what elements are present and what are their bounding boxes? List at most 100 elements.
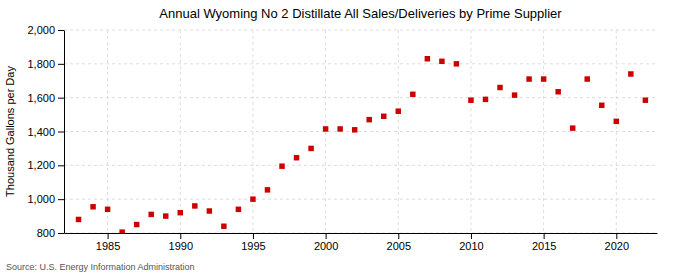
y-axis-tick-label: 1,600: [27, 92, 55, 104]
grid-line-y: [64, 30, 657, 31]
point: [599, 103, 604, 108]
point: [512, 92, 517, 97]
title: Annual Wyoming No 2 Distillate All Sales…: [159, 6, 562, 21]
y-axis-tick-label: 1,200: [27, 159, 55, 171]
x-axis-tick: 2010: [459, 233, 483, 252]
grid-line-y: [64, 199, 657, 200]
x-axis: 19851990199520002005201020152020: [65, 233, 658, 252]
y-axis-tick-mark: [58, 165, 64, 166]
x-axis-tick: 2020: [605, 233, 629, 252]
plot-area: 198519901995200020052010201520208001,000…: [27, 24, 657, 252]
point: [366, 117, 371, 122]
point: [90, 204, 95, 209]
point: [439, 59, 444, 64]
y-axis-tick-mark: [58, 132, 64, 133]
grid-line-x: [252, 30, 253, 233]
source-note: Source: U.S. Energy Information Administ…: [6, 262, 195, 272]
point: [410, 92, 415, 97]
x-axis-tick-label: 1990: [169, 240, 193, 252]
point: [178, 210, 183, 215]
y-axis-tick: 800: [37, 227, 64, 239]
chart-svg: 198519901995200020052010201520208001,000…: [0, 0, 675, 275]
y-axis-tick: 1,000: [27, 193, 64, 205]
grid-line-x: [470, 30, 471, 233]
point: [468, 97, 473, 102]
grid-line-x: [543, 30, 544, 233]
x-axis-tick-mark: [398, 233, 399, 239]
point: [265, 187, 270, 192]
point: [628, 71, 633, 76]
x-axis-tick-mark: [253, 233, 254, 239]
point: [105, 207, 110, 212]
y-axis-tick-mark: [58, 233, 64, 234]
point: [134, 222, 139, 227]
x-axis-tick-mark: [326, 233, 327, 239]
x-axis-tick: 1985: [96, 233, 120, 252]
y-axis-tick: 1,200: [27, 159, 64, 171]
grid: [64, 30, 657, 233]
y-axis-tick-mark: [58, 199, 64, 200]
x-axis-tick: 1990: [169, 233, 193, 252]
point: [570, 125, 575, 130]
point: [497, 85, 502, 90]
y-axis-tick-label: 1,000: [27, 193, 55, 205]
y-axis-title: Thousand Gallons per Day: [4, 66, 16, 197]
point: [643, 97, 648, 102]
point: [454, 61, 459, 66]
point: [163, 213, 168, 218]
point: [381, 114, 386, 119]
grid-line-x: [107, 30, 108, 233]
point: [221, 223, 226, 228]
x-axis-tick-label: 2015: [532, 240, 556, 252]
point: [250, 196, 255, 201]
x-axis-tick: 2000: [314, 233, 338, 252]
point: [396, 108, 401, 113]
point: [308, 146, 313, 151]
chart-container: 198519901995200020052010201520208001,000…: [0, 0, 675, 275]
y-axis-tick-label: 2,000: [27, 24, 55, 36]
x-axis-domain: [65, 233, 658, 234]
grid-line-y: [64, 63, 657, 64]
point: [584, 76, 589, 81]
x-axis-tick-mark: [471, 233, 472, 239]
y-axis-tick-label: 800: [37, 227, 55, 239]
y-axis-tick: 2,000: [27, 24, 64, 36]
points: [76, 56, 648, 233]
x-axis-tick-label: 2000: [314, 240, 338, 252]
grid-line-x: [398, 30, 399, 233]
point: [337, 126, 342, 131]
point: [76, 217, 81, 222]
y-axis: 800 1,000 1,200 1,400 1,600 1,800 2,000: [27, 24, 64, 239]
point: [526, 76, 531, 81]
point: [119, 229, 124, 233]
point: [236, 207, 241, 212]
point: [555, 89, 560, 94]
x-axis-tick: 2015: [532, 233, 556, 252]
x-axis-tick-label: 1985: [96, 240, 120, 252]
y-axis-tick-mark: [58, 98, 64, 99]
grid-line-x: [616, 30, 617, 233]
grid-line-x: [180, 30, 181, 233]
point: [425, 56, 430, 61]
point: [207, 208, 212, 213]
x-axis-tick-mark: [108, 233, 109, 239]
y-axis-tick: 1,600: [27, 92, 64, 104]
y-axis-domain: [64, 31, 65, 234]
grid-line-y: [64, 131, 657, 132]
point: [541, 76, 546, 81]
point: [279, 163, 284, 168]
point: [614, 119, 619, 124]
y-axis-tick-label: 1,800: [27, 58, 55, 70]
y-axis-tick-mark: [58, 30, 64, 31]
point: [294, 155, 299, 160]
point: [323, 126, 328, 131]
y-axis-tick: 1,400: [27, 126, 64, 138]
grid-line-y: [64, 165, 657, 166]
x-axis-tick-mark: [180, 233, 181, 239]
grid-line-y: [64, 97, 657, 98]
x-axis-tick-label: 1995: [241, 240, 265, 252]
x-axis-tick: 1995: [241, 233, 265, 252]
point: [352, 127, 357, 132]
point: [192, 203, 197, 208]
point: [483, 97, 488, 102]
